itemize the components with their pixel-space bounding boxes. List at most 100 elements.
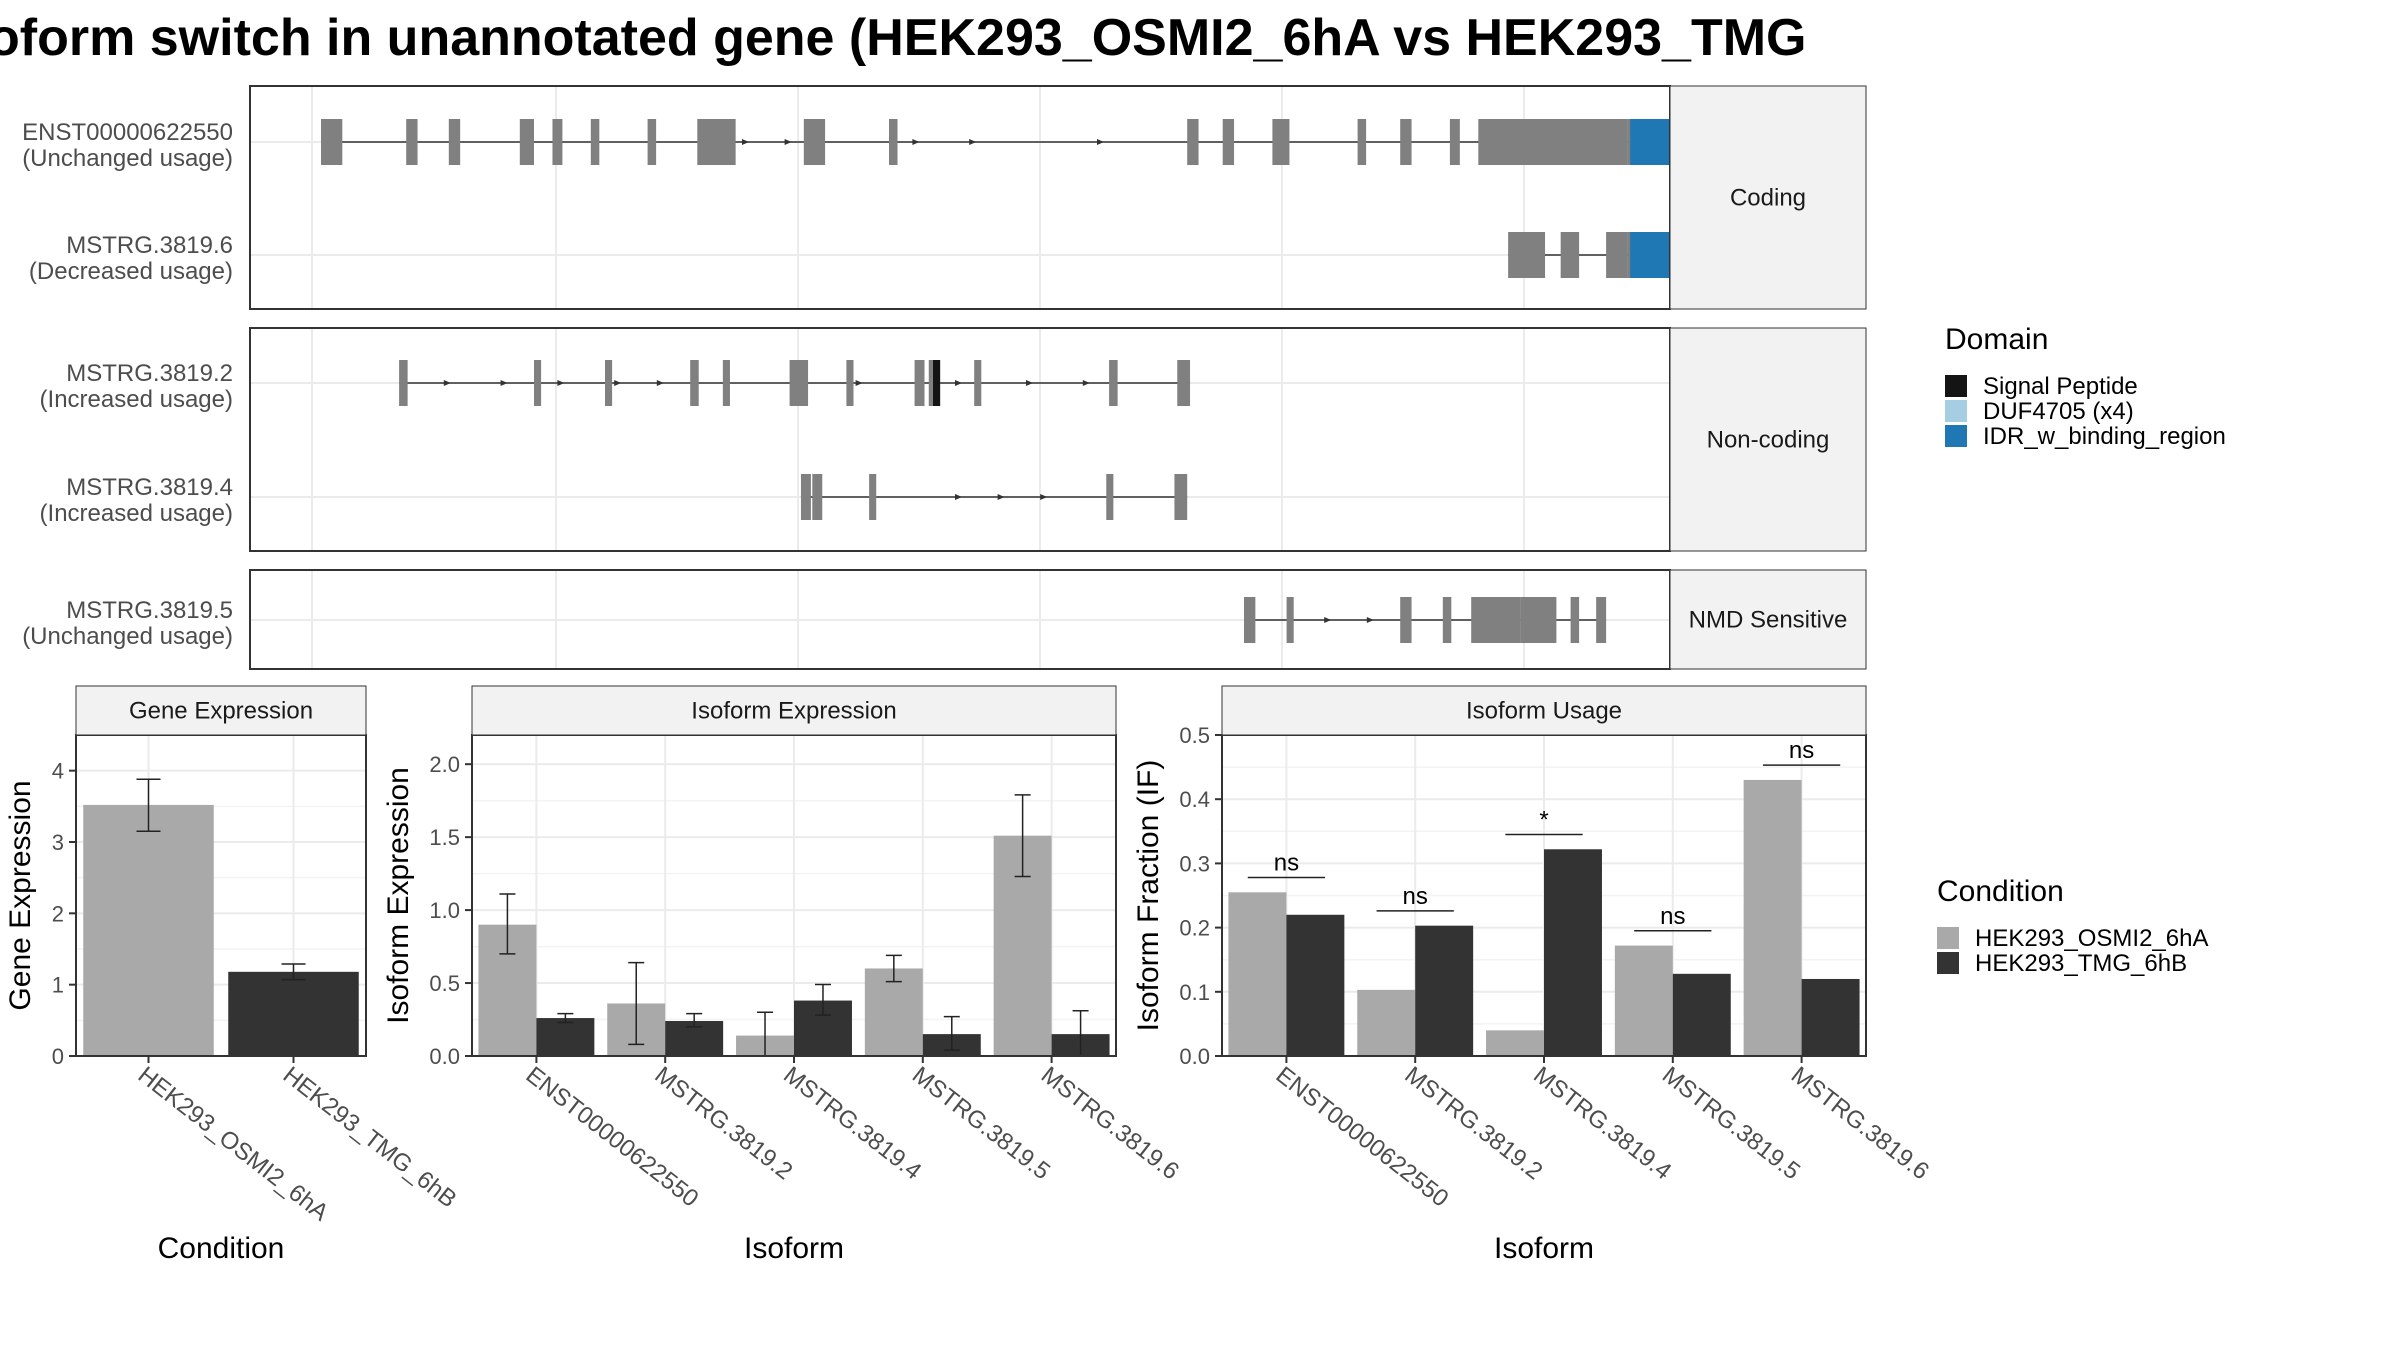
transcript-facet: MSTRG.3819.2(Increased usage)MSTRG.3819.… <box>40 327 1867 552</box>
y-tick-label: 0.5 <box>1179 723 1210 748</box>
transcript-usage-label: (Decreased usage) <box>29 258 233 285</box>
y-tick-label: 2 <box>52 901 64 926</box>
bar <box>1672 973 1731 1056</box>
bar <box>1544 849 1602 1056</box>
transcript-usage-label: (Increased usage) <box>40 500 233 527</box>
legend-swatch <box>1945 400 1967 422</box>
exon-block <box>647 119 657 165</box>
x-tick-label: MSTRG.3819.5 <box>1657 1061 1805 1185</box>
bar <box>1486 1030 1544 1056</box>
exon-block <box>1520 597 1557 643</box>
y-tick-label: 0.5 <box>429 971 460 996</box>
facet-panel-bg <box>250 328 1670 551</box>
exon-block <box>1442 597 1452 643</box>
y-tick-label: 4 <box>52 759 64 784</box>
isoform-usage-chart: ns ns * ns ns Isoform Usage 0.0 0.1 0.2 0.3 0.4 0.5… <box>1132 685 1934 1265</box>
legend-item-label: Signal Peptide <box>1983 373 2138 400</box>
exon-block <box>789 360 809 406</box>
exon-block <box>722 360 730 406</box>
exon-block <box>552 119 563 165</box>
exon-block <box>1400 597 1412 643</box>
transcript-facet: MSTRG.3819.5(Unchanged usage) NMD Sensiti… <box>22 569 1867 670</box>
facet-strip-label: Gene Expression <box>129 698 313 725</box>
strand-arrow <box>969 139 977 145</box>
exon-block <box>321 119 343 165</box>
strand-arrow <box>1082 380 1090 386</box>
exon-block <box>1174 474 1188 520</box>
y-tick-label: 0.0 <box>429 1044 460 1069</box>
strand-arrow <box>443 380 451 386</box>
isoform-expression-chart: Isoform Expression0.00.51.01.52.0ENST000… <box>382 685 1184 1265</box>
strand-arrow <box>1026 380 1033 386</box>
strand-arrow <box>557 380 565 386</box>
legend-item-label: IDR_w_binding_region <box>1983 423 2226 450</box>
strand-arrow <box>955 380 962 386</box>
x-tick-label: MSTRG.3819.6 <box>1036 1061 1184 1185</box>
transcript-facet: ENST00000622550(Unchanged usage) MSTRG.38… <box>22 85 1867 310</box>
transcript-id-label: ENST00000622550 <box>22 119 233 146</box>
significance-label: ns <box>1660 903 1685 930</box>
transcript-id-label: MSTRG.3819.5 <box>66 597 233 624</box>
y-tick-label: 1.0 <box>429 898 460 923</box>
exon-block <box>697 119 736 165</box>
facet-panel-bg <box>250 86 1670 309</box>
figure-title: oform switch in unannotated gene (HEK293… <box>0 9 1806 67</box>
x-tick-label: MSTRG.3819.6 <box>1786 1061 1934 1185</box>
strand-arrow <box>855 380 863 386</box>
exon-block <box>448 119 461 165</box>
bar <box>1614 945 1673 1056</box>
exon-block <box>1106 474 1114 520</box>
exon-block <box>519 119 534 165</box>
y-tick-label: 1 <box>52 973 64 998</box>
facet-strip-label: Isoform Expression <box>691 698 896 725</box>
transcript-usage-label: (Unchanged usage) <box>22 623 233 650</box>
transcript-usage-label: (Increased usage) <box>40 386 233 413</box>
strand-arrow <box>1040 494 1048 500</box>
x-axis-title: Isoform <box>1494 1232 1594 1265</box>
exon-block <box>1244 597 1256 643</box>
significance-label: ns <box>1274 850 1299 877</box>
exon-block <box>534 360 542 406</box>
strand-arrow <box>1324 617 1332 623</box>
exon-block <box>803 119 826 165</box>
legend-item-label: HEK293_TMG_6hB <box>1975 950 2187 977</box>
exon-block <box>1177 360 1191 406</box>
exon-block <box>1492 597 1521 643</box>
bar <box>1286 914 1345 1056</box>
transcript-row: MSTRG.3819.2(Increased usage) <box>40 360 1191 413</box>
x-tick-label: MSTRG.3819.4 <box>778 1061 926 1185</box>
exon-block <box>605 360 613 406</box>
legend-title: Condition <box>1937 875 2064 908</box>
y-tick-label: 0.0 <box>1179 1044 1210 1069</box>
exon-block <box>1508 232 1546 278</box>
exon-block <box>1471 597 1493 643</box>
exon-block <box>1570 597 1580 643</box>
y-axis-title: Isoform Expression <box>382 767 415 1024</box>
exon-block <box>406 119 418 165</box>
y-tick-label: 1.5 <box>429 825 460 850</box>
y-tick-label: 0.4 <box>1179 787 1210 812</box>
transcript-id-label: MSTRG.3819.2 <box>66 360 233 387</box>
legend-item-label: HEK293_OSMI2_6hA <box>1975 925 2208 952</box>
transcript-usage-label: (Unchanged usage) <box>22 145 233 172</box>
facet-strip <box>471 685 1117 736</box>
exon-block <box>399 360 408 406</box>
transcript-row: MSTRG.3819.5(Unchanged usage) <box>22 597 1607 650</box>
exon-block <box>1449 119 1460 165</box>
strand-arrow <box>997 494 1005 500</box>
exon-block <box>974 360 982 406</box>
bar <box>1228 892 1287 1056</box>
exon-block <box>846 360 854 406</box>
strand-arrow <box>500 380 508 386</box>
exon-block <box>1187 119 1199 165</box>
legend-title: Domain <box>1945 323 2048 356</box>
bar <box>1801 978 1860 1056</box>
exon-block <box>812 474 823 520</box>
bar <box>1743 779 1802 1056</box>
exon-block <box>1606 232 1628 278</box>
facet-strip-label: NMD Sensitive <box>1689 607 1848 634</box>
facet-strip <box>1669 327 1867 552</box>
y-axis-title: Isoform Fraction (IF) <box>1132 760 1165 1032</box>
exon-block <box>1560 232 1580 278</box>
